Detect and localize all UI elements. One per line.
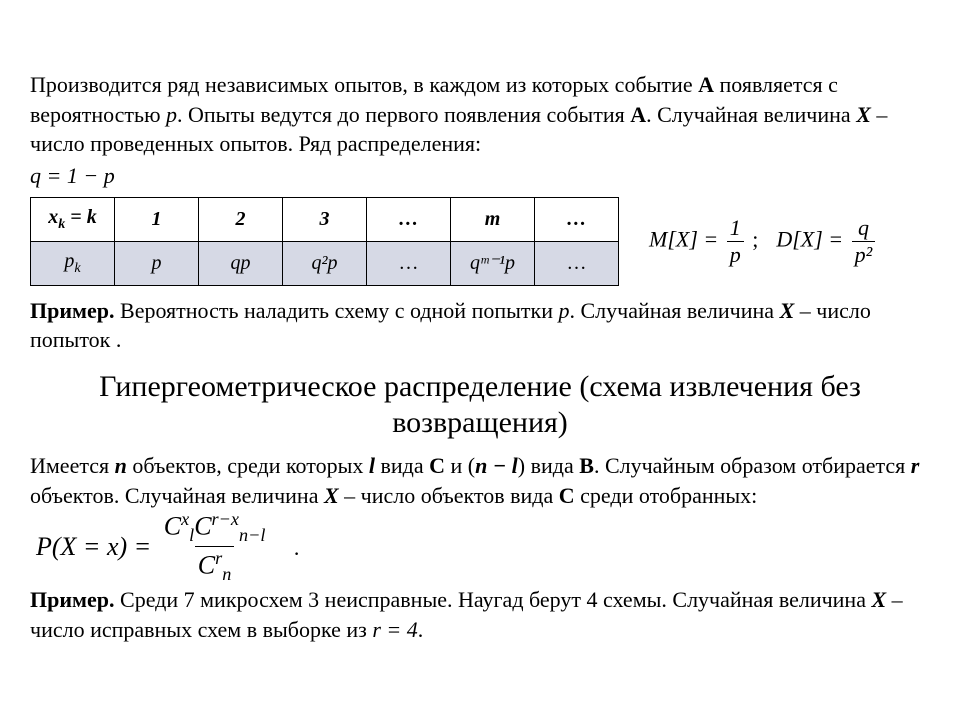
var-X: X [780,298,795,323]
num: CxlCr−xn−l [161,510,269,546]
n-minus-l: n − l [475,453,518,478]
xk-eq: = k [65,206,96,228]
event-A2: А [630,102,646,127]
den: p² [852,241,876,266]
text: и ( [445,453,475,478]
text: Имеется [30,453,115,478]
mx-lhs: M[X] = [649,226,718,251]
col-2: 2 [199,197,283,241]
text: – число объектов вида [339,483,559,508]
row-header-xk: xk = k [31,197,115,241]
frac-1p: 1 p [727,217,744,266]
cell: q²p [283,241,367,285]
text: . Случайная величина [569,298,779,323]
xk-x: x [48,206,58,228]
sep: ; [752,226,758,251]
type-C2: C [559,483,575,508]
r-eq-4: r = 4 [372,617,417,642]
period: . [294,535,300,560]
col-1: 1 [115,197,199,241]
col-ell: … [367,197,451,241]
type-B: B [579,453,594,478]
formula-fraction: CxlCr−xn−l Crn [161,510,269,583]
formula-lhs: P(X = x) = [36,529,151,564]
table-value-row: pk p qp q²p … qᵐ⁻¹p … [31,241,619,285]
cell: qᵐ⁻¹p [451,241,535,285]
frac-qp2: q p² [852,217,876,266]
pk-sub: k [74,261,80,276]
var-p: p [558,298,569,323]
cell: p [115,241,199,285]
text: Производится ряд независимых опытов, в к… [30,72,698,97]
var-r: r [911,453,920,478]
num: q [855,217,872,241]
intro-paragraph: Производится ряд независимых опытов, в к… [30,70,930,159]
col-3: 3 [283,197,367,241]
dx-lhs: D[X] = [776,226,843,251]
hypergeometric-paragraph: Имеется n объектов, среди которых l вида… [30,451,930,583]
distribution-table: xk = k 1 2 3 … m … pk p qp q²p … qᵐ⁻¹p … [30,197,619,286]
example-2: Пример. Среди 7 микросхем 3 неисправные.… [30,585,930,644]
text: Среди 7 микросхем 3 неисправные. Наугад … [115,587,872,612]
example-label: Пример. [30,298,115,323]
text: . [418,617,424,642]
cell: qp [199,241,283,285]
row-label-pk: pk [31,241,115,285]
col-ell2: … [535,197,619,241]
den: Crn [195,546,235,583]
event-A: А [698,72,714,97]
cell: … [535,241,619,285]
text: ) вида [518,453,579,478]
den: p [727,241,744,266]
var-p: p [166,102,177,127]
text: . Случайная величина [646,102,856,127]
hypergeometric-formula: P(X = x) = CxlCr−xn−l Crn [36,510,271,583]
text: объектов. Случайная величина [30,483,324,508]
cell: … [367,241,451,285]
text: вида [375,453,429,478]
pk-p: p [64,250,74,272]
text: объектов, среди которых [127,453,369,478]
table-header-row: xk = k 1 2 3 … m … [31,197,619,241]
var-X: X [871,587,886,612]
table-and-formula-row: xk = k 1 2 3 … m … pk p qp q²p … qᵐ⁻¹p … [30,197,930,286]
example-label: Пример. [30,587,115,612]
text: . Опыты ведутся до первого появления соб… [177,102,630,127]
var-n: n [115,453,127,478]
expectation-variance-formula: M[X] = 1 p ; D[X] = q p² [649,217,878,266]
q-equation: q = 1 − p [30,161,930,191]
num: 1 [727,217,744,241]
var-X: X [324,483,339,508]
section-title: Гипергеометрическое распределение (схема… [30,369,930,441]
document-page: Производится ряд независимых опытов, в к… [0,0,960,667]
text: . Случайным образом отбирается [594,453,911,478]
text: Вероятность наладить схему с одной попыт… [115,298,559,323]
example-1: Пример. Вероятность наладить схему с одн… [30,296,930,355]
text: среди отобранных: [575,483,758,508]
col-m: m [451,197,535,241]
var-X: X [856,102,871,127]
type-C: C [429,453,445,478]
